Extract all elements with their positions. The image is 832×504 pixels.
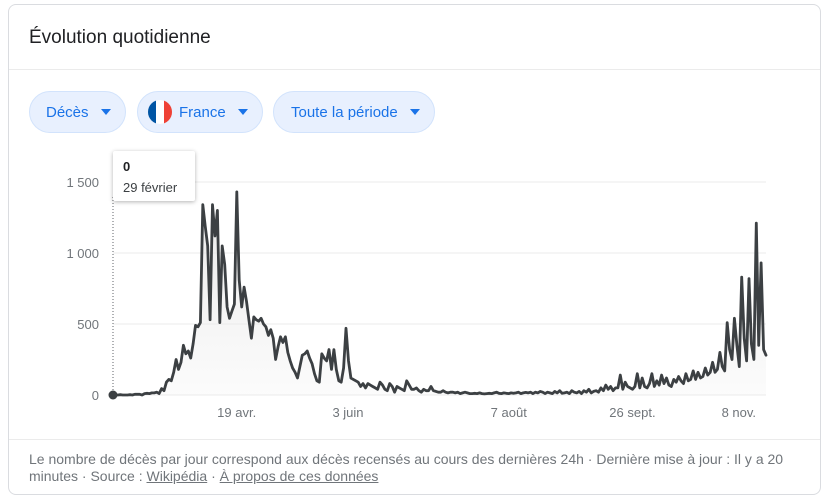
period-dropdown-label: Toute la période xyxy=(291,103,398,121)
hover-point xyxy=(108,390,118,400)
tooltip-value: 0 xyxy=(123,159,131,174)
flag-stripe-white xyxy=(156,100,164,124)
y-tick-label: 0 xyxy=(92,388,99,403)
country-dropdown[interactable]: France xyxy=(137,91,263,133)
footer-note: Le nombre de décès par jour correspond a… xyxy=(29,451,799,485)
card-title: Évolution quotidienne xyxy=(29,27,211,48)
france-flag-icon xyxy=(148,100,172,124)
chart-tooltip: 0 29 février xyxy=(113,151,195,201)
footer-text: Le nombre de décès par jour correspond a… xyxy=(29,451,784,484)
period-dropdown[interactable]: Toute la période xyxy=(273,91,435,133)
flag-stripe-red xyxy=(164,100,172,124)
country-dropdown-label: France xyxy=(179,103,226,121)
deaths-chart[interactable]: 0 500 1 000 1 500 19 avr. 3 juin 7 août 26 sept… xyxy=(9,5,822,439)
metric-dropdown-label: Décès xyxy=(46,103,89,121)
series-line xyxy=(111,190,768,397)
chevron-down-icon xyxy=(100,109,111,115)
y-tick-label: 500 xyxy=(77,317,99,332)
x-tick-label: 19 avr. xyxy=(217,405,256,420)
about-data-link[interactable]: À propos de ces données xyxy=(219,468,379,484)
footer-divider xyxy=(9,439,820,440)
chevron-down-icon xyxy=(409,109,420,115)
source-link[interactable]: Wikipédia xyxy=(146,468,208,484)
flag-stripe-blue xyxy=(148,100,156,124)
x-tick-label: 3 juin xyxy=(332,405,363,420)
footer-separator: · xyxy=(211,468,216,484)
chevron-down-icon xyxy=(237,109,248,115)
y-tick-label: 1 000 xyxy=(66,246,99,261)
x-tick-label: 26 sept. xyxy=(609,405,655,420)
y-tick-label: 1 500 xyxy=(66,175,99,190)
x-tick-label: 8 nov. xyxy=(722,405,756,420)
metric-dropdown[interactable]: Décès xyxy=(29,91,126,133)
daily-evolution-card: Évolution quotidienne Décès France Toute… xyxy=(8,4,821,495)
tooltip-date: 29 février xyxy=(123,180,178,195)
x-tick-label: 7 août xyxy=(491,405,528,420)
title-divider xyxy=(9,69,820,70)
